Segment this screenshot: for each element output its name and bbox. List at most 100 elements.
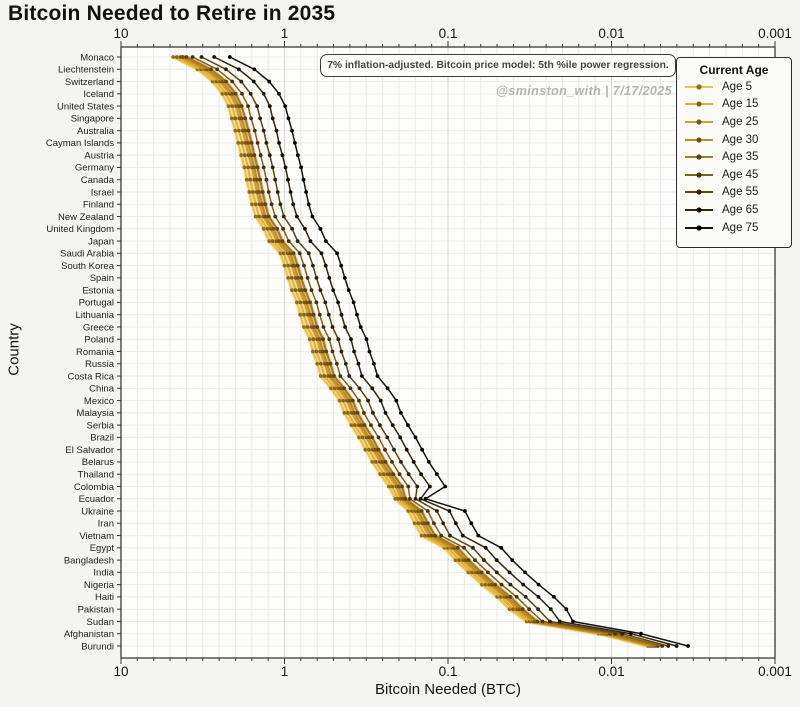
country-label: New Zealand bbox=[58, 212, 114, 223]
country-label: Thailand bbox=[78, 470, 114, 481]
x-tick-label-top: 0.001 bbox=[758, 26, 792, 41]
country-label: United States bbox=[57, 101, 114, 112]
x-tick-label-top: 0.1 bbox=[439, 26, 458, 41]
legend-item-label: Age 35 bbox=[722, 151, 759, 164]
country-label: China bbox=[89, 384, 115, 395]
country-label: Monaco bbox=[80, 52, 114, 63]
series-markers-age-15 bbox=[174, 55, 653, 648]
country-label: Malaysia bbox=[77, 408, 115, 419]
country-label: India bbox=[93, 568, 114, 579]
x-tick-label-bottom: 0.01 bbox=[598, 664, 624, 679]
country-label: El Salvador bbox=[65, 445, 114, 456]
series-markers-age-55 bbox=[199, 55, 671, 648]
country-label: Ukraine bbox=[81, 506, 114, 517]
legend-item-age-25: Age 25 bbox=[677, 113, 791, 131]
country-label: Afghanistan bbox=[64, 629, 114, 640]
country-label: Haiti bbox=[95, 592, 114, 603]
line-marker-icon bbox=[685, 101, 713, 107]
line-marker-icon bbox=[685, 136, 713, 143]
country-label: Nigeria bbox=[84, 580, 115, 591]
legend-item-label: Age 45 bbox=[722, 168, 759, 181]
country-label: Iceland bbox=[83, 89, 114, 100]
country-label: Mexico bbox=[84, 396, 114, 407]
country-label: Costa Rica bbox=[68, 371, 115, 382]
legend-item-age-15: Age 15 bbox=[677, 96, 791, 114]
line-marker-icon bbox=[685, 154, 713, 160]
country-label: Belarus bbox=[82, 457, 114, 468]
plot-border bbox=[120, 46, 776, 659]
legend-items: Age 5 Age 15 Age 25 Age 30 Age 35 Age 45 Age 5… bbox=[677, 78, 791, 236]
country-label: Iran bbox=[98, 519, 114, 530]
country-label: Japan bbox=[88, 236, 114, 247]
x-tick-label-top: 1 bbox=[281, 26, 289, 41]
legend-item-label: Age 25 bbox=[722, 115, 759, 128]
country-label: Romania bbox=[76, 347, 115, 358]
x-tick-label-bottom: 0.001 bbox=[758, 664, 792, 679]
series-markers-age-35 bbox=[184, 55, 660, 648]
country-label: Canada bbox=[81, 175, 115, 186]
legend-item-age-5: Age 5 bbox=[677, 78, 791, 96]
country-label: South Korea bbox=[61, 261, 115, 272]
country-label: Australia bbox=[77, 126, 115, 137]
country-label: Burundi bbox=[81, 641, 114, 652]
legend-item-label: Age 55 bbox=[722, 186, 759, 199]
watermark-credit: @sminston_with | 7/17/2025 bbox=[495, 84, 672, 98]
country-label: Vietnam bbox=[79, 531, 114, 542]
country-label: Singapore bbox=[71, 114, 114, 125]
country-label: Bangladesh bbox=[64, 555, 114, 566]
axes: MonacoLiechtensteinSwitzerlandIcelandUni… bbox=[46, 26, 792, 679]
y-axis-label: Country bbox=[5, 323, 23, 376]
x-tick-label-bottom: 1 bbox=[281, 664, 289, 679]
legend-item-label: Age 15 bbox=[722, 98, 759, 111]
country-label: Sudan bbox=[87, 617, 114, 628]
line-marker-icon bbox=[685, 224, 713, 231]
series-markers-age-75 bbox=[227, 55, 690, 648]
country-label: Germany bbox=[75, 163, 114, 174]
country-label: Egypt bbox=[90, 543, 115, 554]
series-markers-age-65 bbox=[212, 55, 679, 648]
legend-item-label: Age 65 bbox=[722, 203, 759, 216]
chart-title: Bitcoin Needed to Retire in 2035 bbox=[8, 2, 336, 25]
country-label: Spain bbox=[90, 273, 114, 284]
country-label: Saudi Arabia bbox=[60, 249, 115, 260]
line-marker-icon bbox=[685, 119, 713, 125]
x-tick-label-bottom: 10 bbox=[113, 664, 128, 679]
legend-item-label: Age 75 bbox=[722, 221, 759, 234]
line-marker-icon bbox=[685, 207, 713, 213]
country-label: Liechtenstein bbox=[58, 65, 114, 76]
legend-title: Current Age bbox=[699, 63, 769, 77]
country-label: Finland bbox=[83, 200, 114, 211]
country-label: Ecuador bbox=[79, 494, 114, 505]
legend-item-label: Age 30 bbox=[722, 133, 759, 146]
country-label: Cayman Islands bbox=[46, 138, 114, 149]
line-marker-icon bbox=[685, 84, 713, 90]
country-label: Austria bbox=[84, 150, 114, 161]
series-markers-age-45 bbox=[190, 55, 665, 648]
gridlines bbox=[120, 47, 776, 658]
legend-item-age-35: Age 35 bbox=[677, 148, 791, 166]
model-annotation-text: 7% inflation-adjusted. Bitcoin price mod… bbox=[327, 60, 669, 71]
country-label: Lithuania bbox=[75, 310, 114, 321]
legend-item-age-45: Age 45 bbox=[677, 166, 791, 184]
country-label: Poland bbox=[84, 335, 114, 346]
legend-item-age-30: Age 30 bbox=[677, 131, 791, 149]
line-marker-icon bbox=[685, 189, 713, 195]
legend-item-age-75: Age 75 bbox=[677, 219, 791, 237]
country-label: Russia bbox=[85, 359, 115, 370]
model-annotation-box: 7% inflation-adjusted. Bitcoin price mod… bbox=[320, 54, 676, 77]
x-axis-label: Bitcoin Needed (BTC) bbox=[375, 681, 521, 698]
line-marker-icon bbox=[685, 172, 713, 178]
country-label: Switzerland bbox=[65, 77, 114, 88]
country-label: United Kingdom bbox=[46, 224, 114, 235]
country-label: Pakistan bbox=[78, 604, 114, 615]
legend: Current Age Age 5 Age 15 Age 25 Age 30 Age 3… bbox=[676, 57, 792, 248]
country-label: Portugal bbox=[79, 298, 114, 309]
country-label: Israel bbox=[91, 187, 114, 198]
country-label: Colombia bbox=[74, 482, 115, 493]
country-label: Serbia bbox=[87, 420, 115, 431]
country-label: Brazil bbox=[90, 433, 114, 444]
legend-item-age-65: Age 65 bbox=[677, 201, 791, 219]
country-label: Estonia bbox=[82, 285, 114, 296]
